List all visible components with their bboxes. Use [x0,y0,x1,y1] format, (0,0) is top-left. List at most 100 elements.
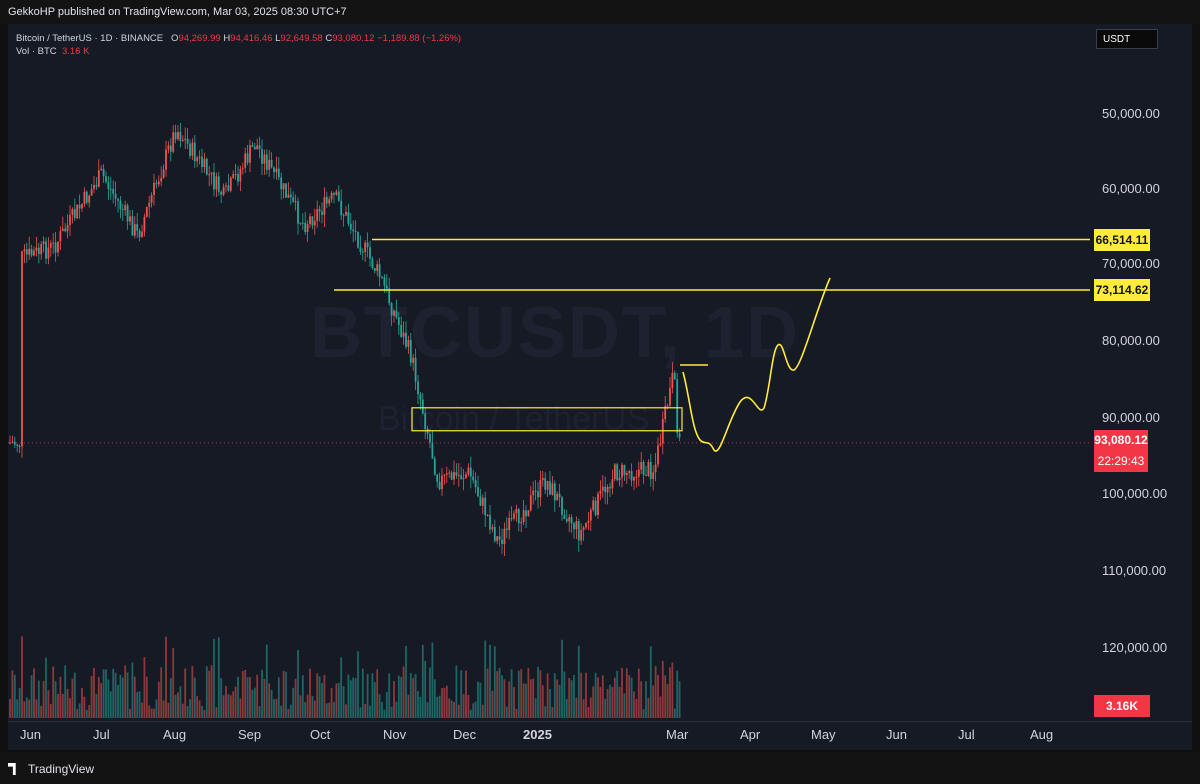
volume-bar [352,677,355,718]
time-axis-label: Aug [163,727,187,742]
volume-bar [54,681,57,718]
volume-bar [69,698,71,718]
volume-bar [162,700,165,718]
volume-bar [71,678,74,718]
price-axis-label: 80,000.00 [1102,333,1160,348]
volume-bar [277,677,280,718]
volume-bar [628,675,631,718]
volume-bar [551,707,554,718]
candle-body [477,487,479,497]
volume-bar [217,637,220,718]
volume-bar [556,679,559,718]
volume-bar [16,699,19,718]
time-axis[interactable] [8,721,1192,750]
candle-body [462,477,465,480]
volume-bar [33,668,35,718]
candle-body [301,222,304,224]
volume-bar [215,707,218,718]
volume-bar [429,667,431,718]
time-axis-label: Jul [958,727,975,742]
tradingview-logo[interactable]: TradingView [8,762,94,776]
volume-bar [400,677,403,718]
legend-open: 94,269.99 [178,33,221,44]
volume-bar [421,644,424,718]
candle-body [220,191,223,195]
volume-bar [347,674,350,718]
volume-bar [213,638,215,718]
price-axis-label: 60,000.00 [1102,181,1160,196]
volume-bar [133,676,136,718]
volume-bar [143,657,146,718]
candle-body [138,230,141,237]
volume-bar [388,673,391,718]
legend-volume-label[interactable]: Vol · BTC [16,46,57,57]
volume-bar [208,670,211,718]
candle-body [30,248,33,256]
candle-body [318,209,321,212]
volume-bar [150,708,153,718]
candle-body [330,192,333,200]
volume-bar [49,704,52,718]
volume-bar [321,683,323,718]
volume-bar [609,684,611,718]
volume-bar [124,665,127,718]
candle-body [373,268,376,271]
volume-bar [618,686,621,718]
volume-bar [553,673,556,718]
volume-bar [450,700,453,718]
volume-bar [318,676,321,718]
legend-high-label: H [223,33,231,44]
volume-bar [539,670,542,718]
candle-body [383,277,386,286]
volume-bar [93,668,95,718]
currency-selector[interactable]: USDT [1096,29,1158,49]
candle-body [121,209,124,211]
volume-bar [261,669,263,718]
candle-body [316,209,319,221]
candle-body [37,247,40,255]
candle-body [498,536,501,540]
volume-bar [205,666,208,718]
volume-bar [481,704,484,718]
volume-bar [306,694,309,718]
volume-bar [136,692,139,718]
legend-close: 93,080.12 [332,33,375,44]
candle-body [611,479,614,489]
candle-body [45,241,47,259]
volume-bar [669,667,671,718]
volume-bar [433,679,436,718]
volume-bar [501,675,503,718]
candle-body [244,153,247,168]
legend-symbol[interactable]: Bitcoin / TetherUS · 1D · BINANCE [16,33,164,44]
candle-body [431,442,434,459]
candle-body [172,132,175,152]
candle-body [66,225,69,232]
price-axis-label: 50,000.00 [1102,106,1160,121]
candle-body [249,145,251,163]
candle-body [366,242,369,248]
volume-bar [179,686,182,718]
volume-bar [88,705,91,718]
candle-body [335,191,338,195]
volume-bar [285,671,287,718]
candle-body [395,310,398,318]
candle-body [575,521,578,530]
volume-bar [369,705,371,718]
volume-bar [491,690,494,718]
volume-bar [102,669,105,718]
volume-bar [203,709,206,718]
volume-bar [342,686,345,718]
candle-body [450,472,453,480]
volume-bar [364,703,367,718]
candle-body [606,486,609,493]
price-axis-label: 120,000.00 [1102,640,1168,655]
volume-bar [546,673,549,718]
candle-body [623,464,626,476]
candle-body [292,197,295,202]
volume-bar [256,674,259,718]
price-axis[interactable] [1086,24,1192,721]
candle-body [397,317,400,325]
volume-bar [309,668,311,718]
volume-bar [580,672,583,718]
candle-body [561,497,563,515]
